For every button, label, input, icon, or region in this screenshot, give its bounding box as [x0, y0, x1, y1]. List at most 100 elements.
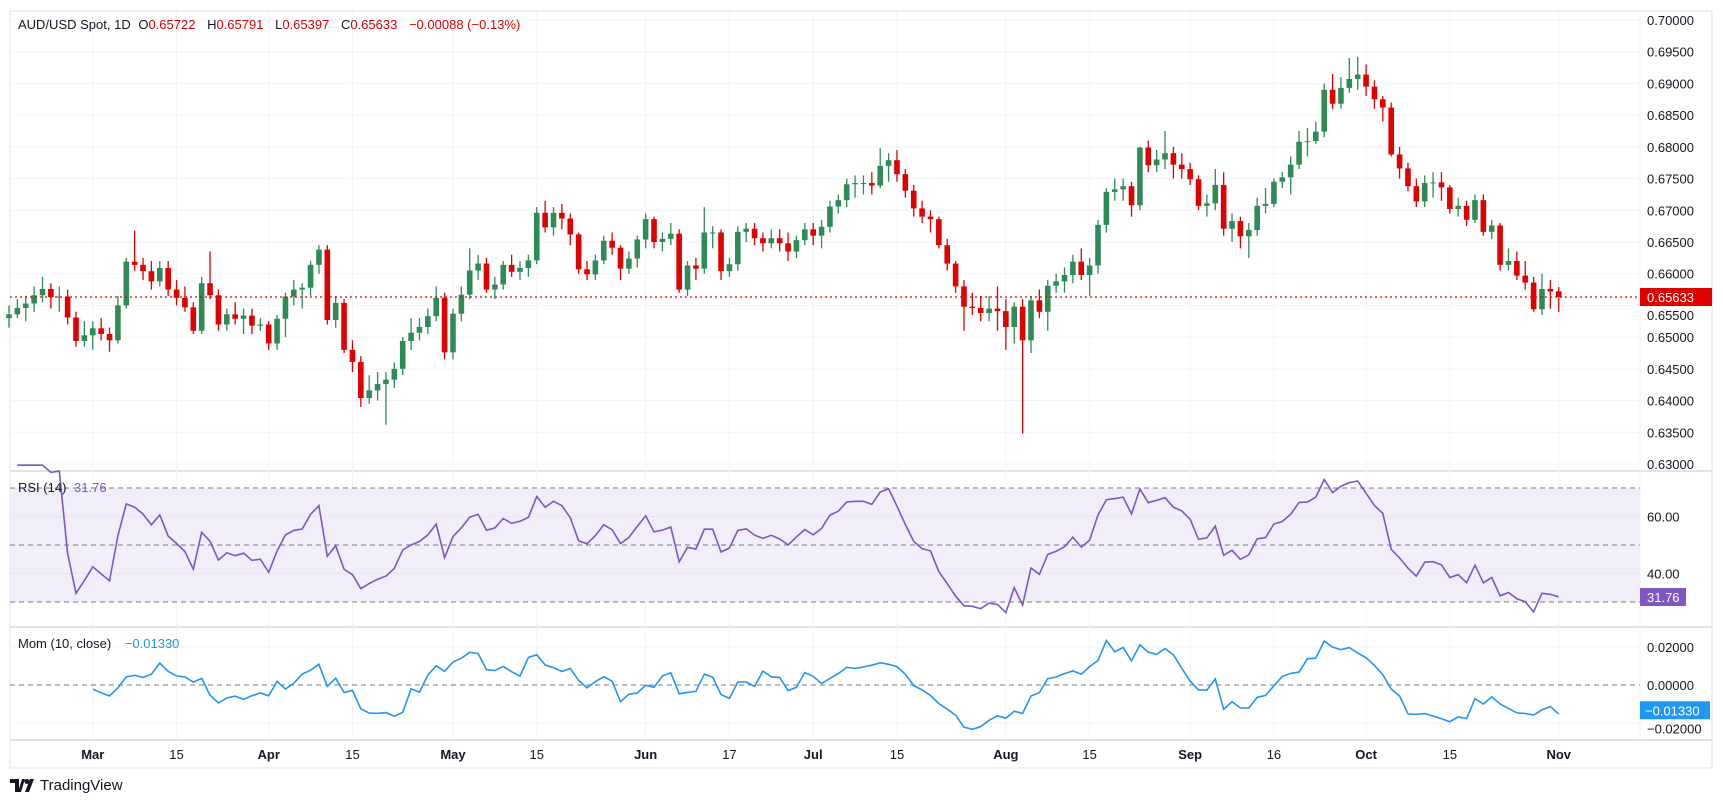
- candle: [198, 276, 205, 334]
- candle: [1220, 172, 1227, 236]
- candle-body: [366, 390, 373, 399]
- candle: [307, 261, 314, 296]
- candle-body: [709, 232, 716, 234]
- candle-body: [1011, 306, 1018, 328]
- candle: [466, 248, 473, 300]
- candle: [6, 305, 12, 328]
- candle-body: [48, 288, 54, 298]
- candle: [1430, 172, 1436, 198]
- candle: [1313, 121, 1319, 144]
- candle-body: [584, 269, 590, 275]
- candle: [559, 203, 565, 230]
- candle-body: [533, 212, 540, 261]
- candle-body: [358, 361, 364, 399]
- open-label: O: [138, 17, 149, 32]
- candle-body: [1162, 153, 1168, 160]
- candle: [994, 286, 1001, 331]
- candle: [433, 286, 440, 322]
- candle-body: [425, 316, 431, 328]
- candle-body: [1447, 187, 1453, 210]
- candle: [1447, 184, 1453, 214]
- candle-body: [1530, 282, 1537, 310]
- candle-body: [450, 313, 456, 353]
- candle: [31, 286, 37, 312]
- candle: [131, 230, 138, 271]
- candle-body: [810, 229, 816, 236]
- close-label: C: [340, 17, 351, 32]
- candle: [1296, 131, 1302, 170]
- candle-body: [1555, 291, 1562, 297]
- rsi-label[interactable]: RSI (14): [18, 480, 67, 495]
- candle: [1103, 188, 1110, 233]
- candle-body: [676, 233, 682, 290]
- candle: [525, 254, 532, 277]
- candle-body: [1472, 200, 1478, 220]
- candle-body: [156, 268, 163, 282]
- candle: [291, 280, 297, 306]
- price-axis-label: 0.70000: [1647, 13, 1694, 28]
- candle-body: [1170, 153, 1177, 165]
- candle: [810, 222, 816, 246]
- candle: [760, 232, 766, 252]
- mom-legend: Mom (10, close) −0.01330: [18, 636, 183, 651]
- candle-body: [1229, 221, 1235, 229]
- candle: [743, 222, 749, 243]
- price-axis-label: 0.65000: [1647, 330, 1694, 345]
- candle: [1371, 80, 1378, 109]
- candle: [1354, 56, 1361, 90]
- candle: [877, 148, 884, 189]
- time-axis-label: Sep: [1178, 747, 1202, 762]
- candle: [1547, 280, 1554, 309]
- candle: [1245, 222, 1252, 258]
- candle-body: [877, 165, 884, 186]
- candle: [1329, 73, 1336, 109]
- candle-body: [131, 261, 138, 265]
- candle: [818, 219, 825, 249]
- candle-body: [1405, 168, 1411, 187]
- candle: [1204, 194, 1210, 217]
- mom-label[interactable]: Mom (10, close): [18, 636, 112, 651]
- candle-body: [1044, 285, 1051, 312]
- candle-body: [609, 240, 615, 248]
- candle-body: [207, 283, 213, 296]
- candle: [1497, 222, 1503, 271]
- candle-body: [1036, 300, 1043, 312]
- candle: [89, 321, 96, 350]
- candle-body: [316, 249, 322, 265]
- candle-body: [1455, 205, 1462, 210]
- candle-body: [332, 302, 339, 321]
- candle: [1187, 162, 1193, 185]
- candle-body: [1053, 281, 1059, 286]
- candle: [885, 153, 892, 182]
- time-axis-label: Nov: [1546, 747, 1571, 762]
- candle: [584, 261, 590, 281]
- candle: [1137, 146, 1143, 211]
- candle-body: [760, 238, 766, 244]
- candle: [416, 318, 423, 341]
- candle-body: [1371, 86, 1378, 100]
- candle: [182, 286, 188, 312]
- symbol-title[interactable]: AUD/USD Spot, 1D: [18, 17, 131, 32]
- candle: [1539, 273, 1545, 315]
- tradingview-logo[interactable]: TradingView: [10, 777, 123, 794]
- mom-value-badge-label: −0.01330: [1645, 703, 1700, 718]
- time-axis-label: 16: [1267, 747, 1281, 762]
- candle: [458, 286, 465, 322]
- candle-body: [835, 200, 842, 207]
- rsi-value-badge-label: 31.76: [1647, 590, 1680, 605]
- rsi-line: [17, 464, 1559, 615]
- candle: [1128, 181, 1135, 217]
- price-axis-label: 0.69500: [1647, 45, 1694, 60]
- candle-body: [1187, 169, 1193, 180]
- candle: [693, 257, 699, 281]
- candle: [508, 254, 515, 277]
- candle-body: [31, 295, 37, 304]
- candle-body: [1346, 78, 1353, 88]
- candle-body: [793, 240, 800, 252]
- candle: [1178, 153, 1185, 179]
- last-price-label: 0.65633: [1647, 290, 1694, 305]
- candle: [358, 356, 364, 407]
- candle-body: [232, 314, 238, 319]
- candle: [324, 245, 331, 325]
